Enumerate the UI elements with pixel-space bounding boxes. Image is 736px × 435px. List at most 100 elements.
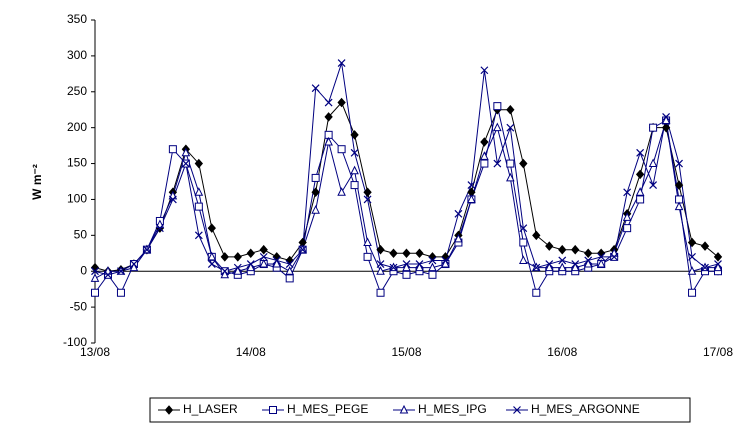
data-point xyxy=(649,123,658,132)
y-tick-label: 300 xyxy=(67,48,87,62)
data-point xyxy=(389,248,398,259)
data-point xyxy=(506,172,515,182)
data-point xyxy=(363,187,372,198)
data-point xyxy=(622,212,632,221)
data-point xyxy=(272,256,281,265)
data-point xyxy=(506,123,515,132)
data-point xyxy=(441,258,450,268)
y-tick-label: 0 xyxy=(80,263,87,277)
data-point xyxy=(246,248,255,259)
data-point xyxy=(376,266,385,275)
data-point xyxy=(389,263,398,272)
data-point xyxy=(493,122,502,132)
data-point xyxy=(311,84,320,93)
data-point xyxy=(233,266,243,275)
legend-label: H_MES_ARGONNE xyxy=(531,402,640,416)
data-point xyxy=(584,256,593,265)
data-point xyxy=(350,148,359,157)
data-point xyxy=(194,158,203,169)
data-point xyxy=(661,115,671,124)
data-point xyxy=(117,267,125,276)
data-point xyxy=(337,59,346,67)
x-tick-label: 14/08 xyxy=(236,345,266,359)
data-point xyxy=(713,262,723,272)
data-point xyxy=(610,252,619,261)
data-point xyxy=(194,187,204,196)
data-point xyxy=(649,181,658,190)
data-point xyxy=(480,137,489,147)
x-tick-label: 17/08 xyxy=(703,345,733,359)
data-point xyxy=(635,187,645,196)
data-point xyxy=(688,252,696,261)
data-point xyxy=(415,262,424,272)
x-tick-label: 13/08 xyxy=(80,345,110,359)
data-point xyxy=(363,237,372,247)
data-point xyxy=(674,201,684,211)
data-point xyxy=(402,248,411,259)
series-line xyxy=(94,101,719,272)
data-point xyxy=(259,258,269,268)
data-point xyxy=(233,263,242,272)
data-point xyxy=(570,262,580,272)
data-point xyxy=(493,159,502,168)
data-point xyxy=(207,223,216,233)
data-point xyxy=(675,159,683,168)
legend-label: H_MES_PEGE xyxy=(287,402,368,416)
data-point xyxy=(532,263,541,272)
series-line xyxy=(94,62,719,276)
data-point xyxy=(662,112,671,121)
data-point xyxy=(311,205,320,214)
data-point xyxy=(428,256,437,265)
data-point xyxy=(687,237,697,248)
data-point xyxy=(558,244,567,255)
data-point xyxy=(324,98,333,107)
data-point xyxy=(506,104,515,115)
legend-label: H_MES_IPG xyxy=(418,402,487,416)
data-point xyxy=(571,244,580,255)
data-point xyxy=(713,252,723,262)
data-point xyxy=(220,269,230,279)
data-point xyxy=(636,195,645,204)
data-point xyxy=(480,66,489,75)
data-point xyxy=(220,252,229,262)
data-point xyxy=(480,151,489,160)
data-point xyxy=(701,263,709,272)
data-point xyxy=(402,260,411,268)
data-point xyxy=(376,288,385,297)
data-point xyxy=(597,252,606,261)
y-tick-label: 250 xyxy=(67,84,87,98)
data-point xyxy=(298,245,307,254)
data-point xyxy=(155,224,164,233)
y-tick-label: 100 xyxy=(67,192,87,206)
data-point xyxy=(376,260,385,268)
data-point xyxy=(363,195,372,204)
data-point xyxy=(324,112,333,122)
data-point xyxy=(519,224,528,233)
data-point xyxy=(545,260,554,268)
data-point xyxy=(623,188,632,197)
data-point xyxy=(557,262,567,272)
data-point xyxy=(194,231,203,240)
y-tick-label: 200 xyxy=(67,120,87,134)
data-point xyxy=(337,145,346,154)
x-tick-label: 16/08 xyxy=(547,345,577,359)
data-point xyxy=(583,258,593,268)
data-point xyxy=(402,270,411,279)
legend-box xyxy=(149,397,691,423)
data-point xyxy=(687,266,697,275)
data-point xyxy=(688,288,697,297)
data-point xyxy=(259,252,268,261)
data-point xyxy=(415,248,424,259)
y-tick-label: 150 xyxy=(67,156,87,170)
data-point xyxy=(246,262,256,272)
y-tick-label: 50 xyxy=(74,228,88,242)
data-point xyxy=(168,145,177,154)
data-point xyxy=(480,159,489,168)
data-point xyxy=(324,136,333,146)
data-point xyxy=(337,187,346,196)
data-point xyxy=(454,209,463,218)
data-point xyxy=(285,260,294,268)
data-point xyxy=(181,147,191,157)
data-point xyxy=(181,159,190,168)
